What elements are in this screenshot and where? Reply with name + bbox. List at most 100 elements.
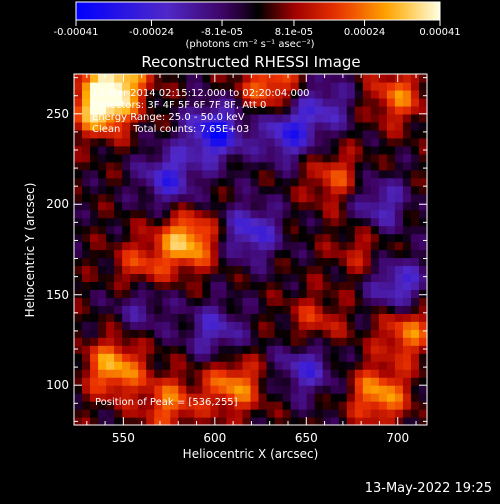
heatmap-cell <box>314 233 324 243</box>
heatmap-cell <box>146 137 155 147</box>
heatmap-cell <box>394 113 404 123</box>
heatmap-cell <box>74 97 83 107</box>
heatmap-cell <box>186 97 195 107</box>
heatmap-cell <box>338 289 348 298</box>
heatmap-cell <box>354 74 364 83</box>
heatmap-cell <box>210 393 220 402</box>
heatmap-cell <box>266 81 276 91</box>
heatmap-cell <box>290 177 300 187</box>
heatmap-cell <box>354 217 364 227</box>
heatmap-cell <box>322 161 332 171</box>
heatmap-cell <box>106 289 115 298</box>
heatmap-cell <box>250 369 260 378</box>
heatmap-cell <box>162 113 171 123</box>
heatmap-cell <box>282 217 292 227</box>
heatmap-cell <box>194 177 203 187</box>
heatmap-cell <box>138 313 147 322</box>
heatmap-cell <box>298 153 308 163</box>
heatmap-cell <box>386 129 396 139</box>
heatmap-cell <box>290 265 300 275</box>
heatmap-cell <box>218 329 228 338</box>
heatmap-cell <box>386 345 396 354</box>
heatmap-cell <box>138 417 147 426</box>
heatmap-cell <box>82 241 91 251</box>
heatmap-cell <box>178 201 187 211</box>
heatmap-cell <box>170 377 179 386</box>
heatmap-cell <box>266 185 276 195</box>
heatmap-cell <box>242 161 252 171</box>
heatmap-cell <box>314 137 324 147</box>
heatmap-cell <box>178 153 187 163</box>
heatmap-cell <box>378 74 388 83</box>
heatmap-cell <box>338 97 348 107</box>
heatmap-cell <box>106 169 115 179</box>
heatmap-cell <box>210 177 220 187</box>
heatmap-cell <box>250 273 260 283</box>
heatmap-cell <box>242 329 252 338</box>
heatmap-cell <box>314 289 324 298</box>
heatmap-cell <box>394 74 404 83</box>
heatmap-cell <box>354 305 364 314</box>
heatmap-cell <box>194 281 203 290</box>
heatmap-cell <box>290 401 300 410</box>
heatmap-cell <box>186 121 195 131</box>
heatmap-cell <box>122 121 131 131</box>
heatmap-cell <box>346 153 356 163</box>
heatmap-cell <box>418 345 428 354</box>
heatmap-cell <box>82 289 91 298</box>
heatmap-cell <box>234 185 244 195</box>
heatmap-cell <box>170 401 179 410</box>
heatmap-cell <box>106 417 115 426</box>
heatmap-cell <box>298 97 308 107</box>
heatmap-cell <box>114 369 123 378</box>
heatmap-cell <box>306 361 316 370</box>
heatmap-cell <box>74 129 83 139</box>
heatmap-cell <box>258 74 268 83</box>
heatmap-cell <box>122 265 131 275</box>
heatmap-cell <box>290 369 300 378</box>
heatmap-cell <box>274 113 284 123</box>
heatmap-cell <box>298 121 308 131</box>
heatmap-cell <box>282 329 292 338</box>
heatmap-cell <box>234 273 244 283</box>
heatmap-cell <box>178 289 187 298</box>
heatmap-cell <box>346 113 356 123</box>
heatmap-cell <box>338 217 348 227</box>
heatmap-cell <box>130 329 139 338</box>
heatmap-cell <box>290 161 300 171</box>
heatmap-cell <box>386 257 396 267</box>
heatmap-cell <box>74 417 83 426</box>
heatmap-cell <box>234 297 244 306</box>
heatmap-cell <box>370 89 380 99</box>
heatmap-cell <box>82 337 91 346</box>
heatmap-cell <box>154 353 163 362</box>
heatmap-cell <box>386 241 396 251</box>
heatmap-cell <box>314 121 324 131</box>
heatmap-cell <box>330 337 340 346</box>
heatmap-cell <box>362 121 372 131</box>
heatmap-cell <box>98 121 107 131</box>
heatmap-cell <box>370 121 380 131</box>
heatmap-cell <box>354 257 364 267</box>
heatmap-cell <box>346 185 356 195</box>
heatmap-cell <box>114 393 123 402</box>
heatmap-cell <box>162 337 171 346</box>
heatmap-cell <box>282 121 292 131</box>
heatmap-cell <box>410 385 420 394</box>
heatmap-cell <box>338 265 348 275</box>
heatmap-cell <box>402 161 412 171</box>
heatmap-cell <box>282 81 292 91</box>
heatmap-cell <box>122 257 131 267</box>
heatmap-cell <box>226 105 236 115</box>
heatmap-cell <box>90 297 99 306</box>
heatmap-cell <box>242 257 252 267</box>
heatmap-cell <box>330 385 340 394</box>
heatmap-cell <box>242 337 252 346</box>
heatmap-cell <box>306 105 316 115</box>
heatmap-cell <box>258 337 268 346</box>
heatmap-cell <box>354 329 364 338</box>
heatmap-cell <box>378 417 388 426</box>
heatmap-cell <box>290 249 300 259</box>
heatmap-cell <box>82 305 91 314</box>
heatmap-cell <box>354 153 364 163</box>
